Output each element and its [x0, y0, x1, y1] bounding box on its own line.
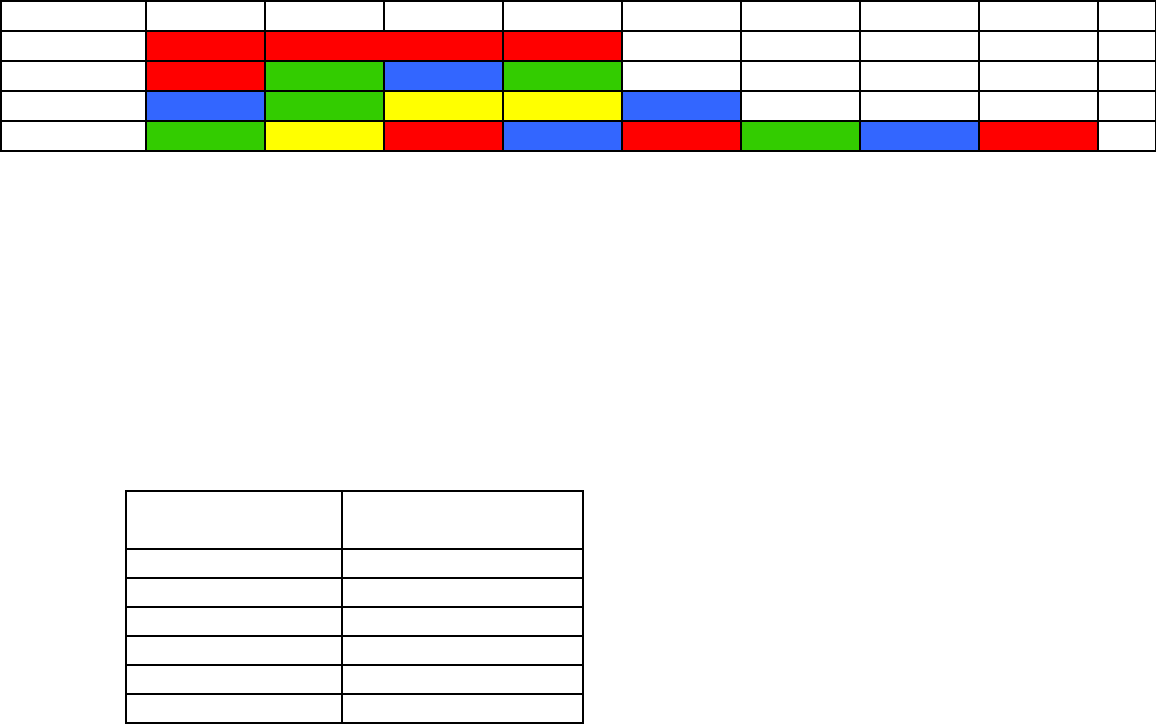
gantt-cell-empty: [859, 90, 980, 122]
gantt-cell-blue-bar: [859, 120, 980, 152]
legend-cell-empty: [125, 606, 343, 637]
legend-cell-empty: [341, 548, 584, 579]
table-row: [0, 30, 1156, 62]
gantt-cell-empty: [1097, 30, 1156, 62]
gantt-cell-red-bar: [502, 30, 623, 62]
gantt-cell-empty: [621, 60, 742, 92]
gantt-cell-green-bar: [740, 120, 861, 152]
legend-cell-empty: [341, 606, 584, 637]
table-row: [125, 490, 584, 550]
gantt-cell-blue-bar: [621, 90, 742, 122]
gantt-cell-empty: [264, 0, 385, 32]
gantt-cell-red-bar: [145, 60, 266, 92]
legend-cell-empty: [125, 577, 343, 608]
gantt-cell-red-bar: [145, 30, 266, 62]
legend-cell-empty: [341, 693, 584, 724]
legend-cell-empty: [125, 635, 343, 666]
gantt-cell-green-bar: [502, 60, 623, 92]
gantt-cell-yellow-bar: [264, 120, 385, 152]
gantt-cell-empty: [0, 60, 147, 92]
gantt-cell-green-bar: [264, 90, 385, 122]
gantt-cell-empty: [1097, 90, 1156, 122]
table-row: [0, 60, 1156, 92]
gantt-cell-empty: [0, 0, 147, 32]
legend-key-table: [125, 490, 584, 724]
gantt-cell-yellow-bar: [502, 90, 623, 122]
gantt-cell-empty: [740, 0, 861, 32]
table-row: [125, 606, 584, 637]
gantt-cell-empty: [859, 30, 980, 62]
legend-cell-empty: [125, 664, 343, 695]
table-row: [0, 0, 1156, 32]
gantt-cell-empty: [0, 30, 147, 62]
gantt-cell-red-bar: [383, 120, 504, 152]
table-row: [125, 548, 584, 579]
legend-cell-empty: [341, 635, 584, 666]
legend-cell-empty: [341, 490, 584, 550]
legend-cell-empty: [341, 664, 584, 695]
gantt-cell-empty: [383, 0, 504, 32]
legend-cell-empty: [125, 693, 343, 724]
gantt-cell-blue-bar: [145, 90, 266, 122]
gantt-cell-empty: [1097, 0, 1156, 32]
gantt-cell-empty: [621, 30, 742, 62]
gantt-cell-empty: [0, 90, 147, 122]
table-row: [125, 693, 584, 724]
gantt-cell-empty: [502, 0, 623, 32]
gantt-cell-empty: [0, 120, 147, 152]
gantt-cell-empty: [859, 60, 980, 92]
legend-cell-empty: [341, 577, 584, 608]
gantt-cell-empty: [740, 30, 861, 62]
legend-cell-empty: [125, 548, 343, 579]
gantt-cell-empty: [145, 0, 266, 32]
gantt-cell-empty: [621, 0, 742, 32]
gantt-cell-empty: [978, 60, 1099, 92]
gantt-cell-empty: [1097, 60, 1156, 92]
gantt-cell-red-bar: [264, 30, 504, 62]
gantt-cell-empty: [1097, 120, 1156, 152]
gantt-cell-blue-bar: [502, 120, 623, 152]
legend-cell-empty: [125, 490, 343, 550]
table-row: [0, 120, 1156, 152]
gantt-cell-empty: [859, 0, 980, 32]
gantt-cell-empty: [978, 0, 1099, 32]
gantt-cell-yellow-bar: [383, 90, 504, 122]
table-row: [0, 90, 1156, 122]
gantt-cell-red-bar: [621, 120, 742, 152]
table-row: [125, 664, 584, 695]
gantt-cell-empty: [740, 90, 861, 122]
gantt-cell-red-bar: [978, 120, 1099, 152]
gantt-cell-empty: [978, 30, 1099, 62]
gantt-cell-blue-bar: [383, 60, 504, 92]
gantt-cell-green-bar: [145, 120, 266, 152]
table-row: [125, 577, 584, 608]
gantt-cell-empty: [740, 60, 861, 92]
gantt-cell-green-bar: [264, 60, 385, 92]
gantt-schedule-table: [0, 0, 1156, 152]
table-row: [125, 635, 584, 666]
gantt-cell-empty: [978, 90, 1099, 122]
